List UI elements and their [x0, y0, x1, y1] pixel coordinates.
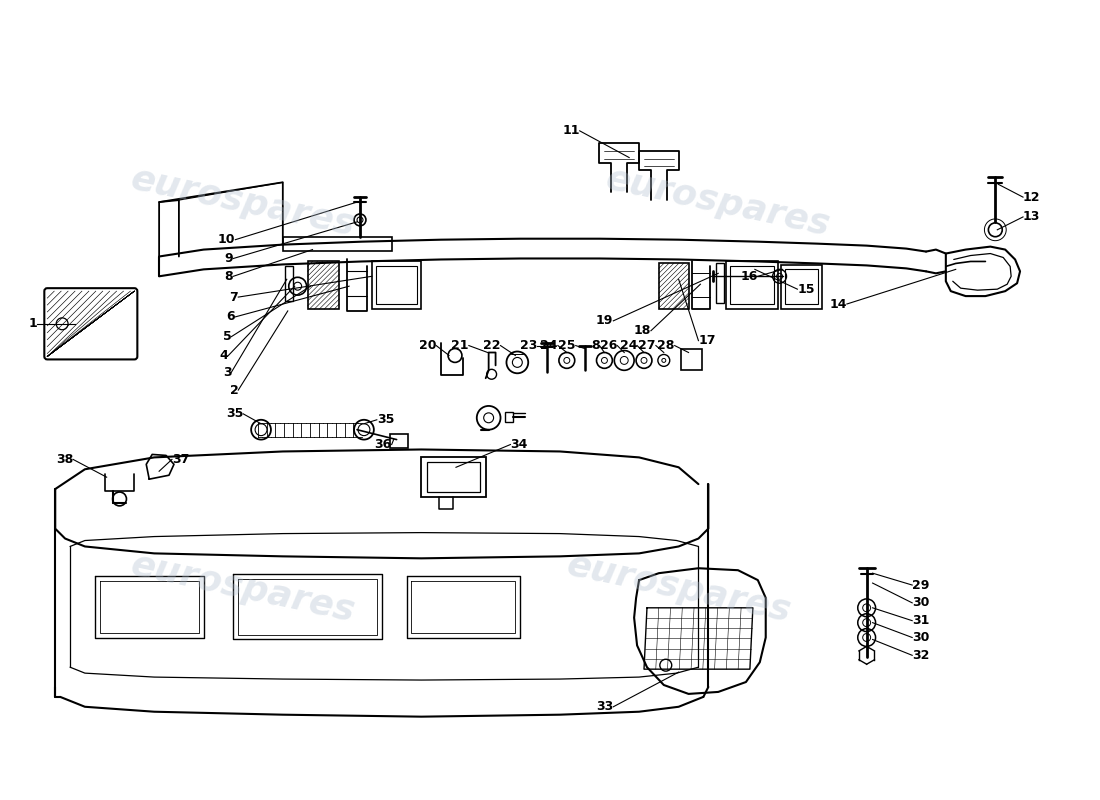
Text: 26: 26 — [600, 339, 617, 352]
Text: 12: 12 — [1023, 190, 1041, 204]
Text: 11: 11 — [562, 124, 580, 138]
Text: 28: 28 — [658, 339, 674, 352]
Text: 8: 8 — [224, 270, 233, 283]
Text: 24: 24 — [619, 339, 637, 352]
Text: 7: 7 — [230, 290, 239, 303]
Text: eurospares: eurospares — [563, 548, 794, 629]
Text: 6: 6 — [227, 310, 235, 323]
Bar — [730, 266, 773, 304]
Text: 17: 17 — [698, 334, 716, 347]
Text: eurospares: eurospares — [603, 162, 834, 242]
Text: 22: 22 — [483, 339, 500, 352]
Bar — [681, 349, 703, 370]
Text: eurospares: eurospares — [128, 162, 359, 242]
Text: 33: 33 — [596, 700, 614, 714]
Bar — [659, 263, 689, 309]
Text: 3: 3 — [222, 366, 231, 378]
Text: 30: 30 — [912, 596, 930, 610]
Text: 10: 10 — [218, 233, 235, 246]
Text: 34: 34 — [510, 438, 528, 451]
Bar — [506, 412, 514, 422]
Text: 14: 14 — [829, 298, 847, 310]
Text: 4: 4 — [220, 349, 229, 362]
Text: 35: 35 — [377, 414, 394, 426]
Text: 20: 20 — [419, 339, 437, 352]
Bar — [376, 266, 417, 304]
Text: 32: 32 — [912, 649, 930, 662]
Bar — [716, 263, 724, 303]
Bar — [421, 458, 486, 497]
Text: 30: 30 — [912, 631, 930, 644]
Text: 16: 16 — [740, 270, 758, 283]
Text: 5: 5 — [222, 330, 231, 343]
Bar — [389, 434, 407, 447]
Text: 25: 25 — [558, 339, 575, 352]
Text: 9: 9 — [224, 252, 233, 265]
Text: 18: 18 — [634, 324, 651, 338]
Text: 21: 21 — [451, 339, 469, 352]
Text: 2: 2 — [230, 384, 239, 397]
Bar — [285, 266, 293, 301]
Text: 8: 8 — [591, 339, 600, 352]
Bar — [726, 262, 778, 309]
Text: 15: 15 — [798, 282, 815, 296]
Text: 19: 19 — [596, 314, 614, 327]
Text: 24: 24 — [540, 339, 558, 352]
Bar — [283, 237, 392, 250]
Text: 27: 27 — [638, 339, 656, 352]
Text: 38: 38 — [56, 453, 73, 466]
Text: 36: 36 — [374, 438, 392, 451]
Bar — [781, 266, 822, 309]
Text: 29: 29 — [912, 578, 930, 591]
Bar — [427, 462, 480, 492]
Text: 1: 1 — [29, 318, 37, 330]
Text: eurospares: eurospares — [128, 548, 359, 629]
Text: 23: 23 — [520, 339, 537, 352]
Text: 37: 37 — [172, 453, 189, 466]
Bar — [308, 262, 339, 309]
Text: 35: 35 — [226, 407, 243, 420]
Bar — [372, 262, 421, 309]
Bar — [784, 270, 818, 304]
Text: 31: 31 — [912, 614, 930, 627]
Text: 13: 13 — [1023, 210, 1041, 223]
